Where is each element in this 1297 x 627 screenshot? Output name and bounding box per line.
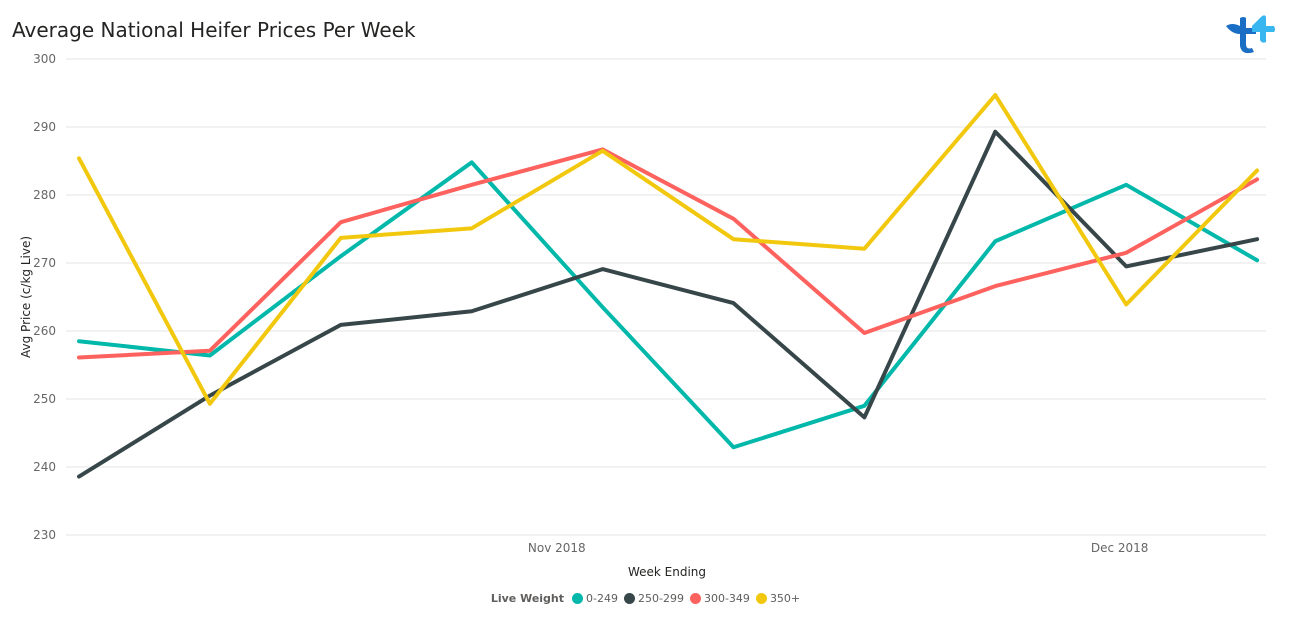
x-axis-title: Week Ending <box>628 565 706 579</box>
gridlines <box>66 58 1266 536</box>
x-axis-ticks: Nov 2018 Dec 2018 <box>528 541 1149 555</box>
series-line-300-349 <box>77 147 1260 360</box>
x-tick-label: Nov 2018 <box>528 541 586 555</box>
y-tick-label: 290 <box>33 120 56 134</box>
legend-item[interactable]: 250-299 <box>624 592 684 605</box>
y-tick-label: 270 <box>33 256 56 270</box>
legend-title: Live Weight <box>490 592 565 605</box>
y-tick-label: 280 <box>33 188 56 202</box>
line-chart: 300 290 280 270 260 250 240 230 Nov 2018 Dec 201… <box>19 52 1266 579</box>
legend-item[interactable]: 350+ <box>755 592 801 605</box>
series-line-0-249 <box>77 160 1260 450</box>
legend-label: 0-249 <box>586 592 618 605</box>
y-tick-label: 300 <box>33 52 56 66</box>
legend-items: 0-249 250-299 300-349 350+ <box>572 592 806 605</box>
legend-marker-icon <box>689 593 701 604</box>
series-line-350+ <box>77 93 1260 406</box>
y-tick-label: 260 <box>33 324 56 338</box>
legend: Live Weight 0-249 250-299 300-349 350+ <box>0 592 1297 605</box>
legend-item[interactable]: 300-349 <box>689 592 750 605</box>
series-lines <box>77 93 1260 479</box>
chart-title: Average National Heifer Prices Per Week <box>12 18 416 42</box>
brand-logo-icon <box>1226 15 1275 54</box>
legend-label: 250-299 <box>638 592 684 605</box>
legend-marker-icon <box>624 593 635 604</box>
y-tick-label: 230 <box>33 528 56 542</box>
legend-label: 350+ <box>769 592 801 605</box>
y-tick-label: 240 <box>33 460 56 474</box>
legend-label: 300-349 <box>703 592 750 605</box>
y-tick-label: 250 <box>33 392 56 406</box>
legend-item[interactable]: 0-249 <box>572 592 618 605</box>
legend-marker-icon <box>755 593 767 604</box>
y-axis-ticks: 300 290 280 270 260 250 240 230 <box>33 52 56 542</box>
y-axis-title: Avg Price (c/kg Live) <box>19 236 33 358</box>
legend-marker-icon <box>572 593 584 604</box>
x-tick-label: Dec 2018 <box>1091 541 1149 555</box>
